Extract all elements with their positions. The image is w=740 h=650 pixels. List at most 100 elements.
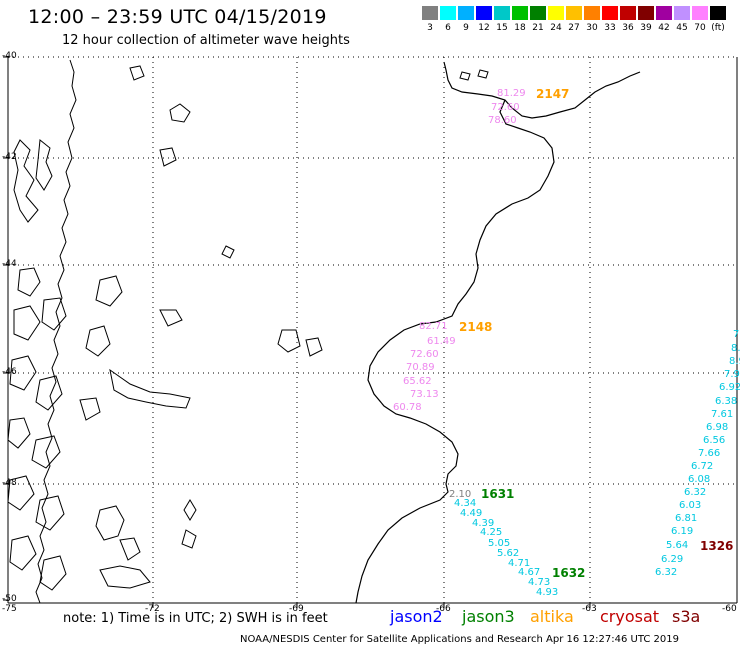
lat-label-44: -44 [2,259,17,269]
coastline-chile [7,59,489,604]
lat-label-50: -50 [2,594,17,604]
legend-label: 36 [622,23,634,33]
legend-label: 3 [427,23,433,33]
wave-height-value: 6.19 [671,526,694,537]
wave-height-value: 6.81 [675,513,698,524]
wave-height-value: 4.67 [518,567,541,578]
wave-height-value: 73.13 [410,389,439,400]
pass-label-1632: 1632 [552,566,586,580]
wave-height-value: 7.92 [724,369,740,380]
wave-height-value: 4.73 [528,577,551,588]
wave-height-value: 6.03 [679,500,702,511]
wave-height-value: 4.34 [454,498,477,509]
legend-swatch [494,6,510,20]
graticule [8,56,737,603]
satellite-jason3: jason3 [462,607,515,626]
satellite-jason2: jason2 [390,607,443,626]
wave-height-value: 5.62 [497,548,520,559]
wave-height-value: 6.38 [715,396,738,407]
wave-height-value: 78.60 [488,115,517,126]
legend-label: 18 [514,23,526,33]
lon-label-60: -60 [722,604,737,614]
legend-label: 6 [445,23,451,33]
wave-height-value: 5.64 [666,540,689,551]
coastline-argentina [355,61,641,604]
legend-label: 21 [532,23,544,33]
lon-label-72: -72 [145,604,160,614]
wave-height-value: 6.32 [684,487,707,498]
page-subtitle: 12 hour collection of altimeter wave hei… [62,33,350,48]
legend-swatch [584,6,600,20]
wave-height-value: 6.29 [661,554,684,565]
legend-swatch [674,6,690,20]
legend-swatch [548,6,564,20]
legend-swatch [422,6,438,20]
page-title: 12:00 – 23:59 UTC 04/15/2019 [28,6,327,28]
pass-label-1326: 1326 [700,539,734,553]
legend-swatch [602,6,618,20]
lon-label-66: -66 [436,604,451,614]
wave-height-value: 72.60 [410,349,439,360]
legend-swatch [638,6,654,20]
lon-label-75: -75 [2,604,17,614]
legend-swatch [530,6,546,20]
legend-swatch [512,6,528,20]
footer-credit: NOAA/NESDIS Center for Satellite Applica… [240,634,679,645]
wave-height-value: 6.72 [691,461,714,472]
wave-height-value: 4.49 [460,508,483,519]
legend-swatch [566,6,582,20]
wave-height-value: 65.62 [403,376,432,387]
lat-label-48: -48 [2,478,17,488]
wave-height-value: 4.93 [536,587,559,598]
wave-height-value: 82.71 [419,321,448,332]
legend-label: 9 [463,23,469,33]
lat-label-42: -42 [2,152,17,162]
wave-height-value: 70.89 [406,362,435,373]
legend-label: 33 [604,23,616,33]
wave-height-value: 6.98 [706,422,729,433]
legend-label: 15 [496,23,508,33]
wave-height-value: 60.78 [393,402,422,413]
wave-height-value: 6.32 [655,567,678,578]
lat-label-40: -40 [2,51,17,61]
lon-label-69: -69 [289,604,304,614]
legend-swatch [692,6,708,20]
satellite-cryosat: cryosat [600,607,660,626]
legend-label: 42 [658,23,670,33]
legend-swatch [440,6,456,20]
wave-height-value: 4.71 [508,558,531,569]
wave-height-value: 72.60 [491,102,520,113]
wave-height-value: 4.25 [480,527,503,538]
wave-height-value: 7. [733,329,740,340]
wave-height-value: 81.29 [497,88,526,99]
legend-label: 24 [550,23,562,33]
legend-swatch [620,6,636,20]
wave-height-value: 8. [731,343,740,354]
legend-label: 12 [478,23,490,33]
wave-height-value: 6.08 [688,474,711,485]
legend-label: 39 [640,23,652,33]
wave-height-value: 6.56 [703,435,726,446]
lon-label-63: -63 [582,604,597,614]
wave-height-value: 6.92 [719,382,740,393]
wave-height-value: 2.10 [449,489,472,500]
wave-height-value: 61.49 [427,336,456,347]
legend-swatch [656,6,672,20]
legend-label: 27 [568,23,580,33]
axis-ticks [3,56,591,608]
legend-swatch [476,6,492,20]
wave-height-value: 8.9 [729,356,740,367]
satellite-altika: altika [530,607,574,626]
legend-label: (ft) [711,23,725,33]
pass-label-1631: 1631 [481,487,515,501]
wave-height-value: 4.39 [472,518,495,529]
satellite-s3a: s3a [672,607,701,626]
lat-label-46: -46 [2,367,17,377]
footer-note: note: 1) Time is in UTC; 2) SWH is in fe… [63,611,328,626]
legend-label: 30 [586,23,598,33]
wave-height-value: 7.66 [698,448,721,459]
legend-label: 45 [676,23,688,33]
pass-label-2147: 2147 [536,87,570,101]
legend-swatch [710,6,726,20]
